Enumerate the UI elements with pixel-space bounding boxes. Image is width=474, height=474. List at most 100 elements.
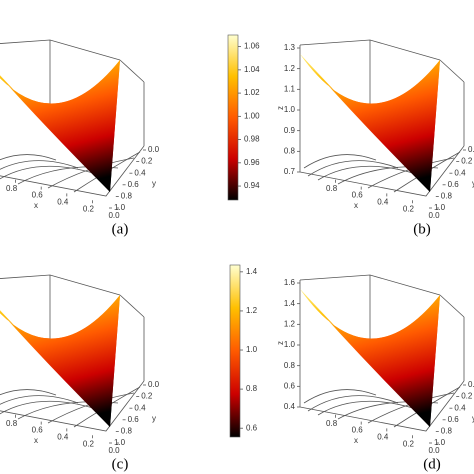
colorbar	[229, 264, 241, 438]
z-tick-label: 0.8	[284, 361, 296, 370]
panel-caption: (d)	[423, 456, 441, 472]
z-tick-label: 1.0	[284, 340, 296, 349]
z-tick-label: 0.8	[284, 146, 296, 155]
x-tick-label: 0.0	[428, 446, 440, 455]
box-edge	[119, 294, 145, 318]
x-tick-label: 0.6	[352, 191, 364, 200]
x-tick-label: 0.2	[403, 439, 415, 448]
y-tick-label: 0.4	[134, 168, 146, 177]
y-tick-label: 1.0	[114, 203, 126, 212]
y-tick-label: 1.0	[114, 438, 126, 447]
contour	[0, 389, 57, 396]
x-tick-label: 0.8	[326, 184, 338, 193]
contour	[303, 389, 377, 404]
colorbar-tick-label: 0.8	[246, 384, 258, 393]
box-edge	[0, 39, 121, 61]
colorbar-tick-label: 1.02	[244, 88, 260, 97]
x-axis-label: x	[34, 436, 38, 445]
y-tick-label: 0.4	[454, 403, 466, 412]
x-tick-label: 0.2	[403, 204, 415, 213]
y-tick-label: 0.6	[448, 180, 460, 189]
panel-caption: (a)	[112, 221, 129, 237]
x-tick-label: 0.0	[428, 211, 440, 220]
panel: 0.8 0.6 0.4 0.2 0.0 x 0.0 0.2 0.4 0.6 0.8 1.0 y 0.7 0.…	[276, 39, 474, 220]
colorbar-tick-label: 1.2	[246, 306, 258, 315]
colorbar-tick-label: 0.98	[244, 135, 260, 144]
z-tick-label: 1.1	[284, 84, 296, 93]
z-tick-label: 0.9	[284, 126, 296, 135]
surface-front	[0, 60, 120, 192]
box-edge	[0, 145, 145, 197]
contour	[317, 400, 417, 416]
panel: 0.8 0.6 0.4 0.2 0.0 x 0.0 0.2 0.4 0.6 0.8 1.0 y 0.4 0.…	[276, 274, 474, 455]
contour	[307, 395, 399, 412]
contour	[317, 165, 417, 181]
z-tick-label: 0.7	[284, 167, 296, 176]
x-tick-label: 0.2	[83, 439, 95, 448]
x-tick-label: 0.6	[32, 426, 44, 435]
panel-caption: (b)	[413, 221, 431, 237]
x-tick-label: 0.0	[108, 446, 120, 455]
colorbar-tick-label: 1.00	[244, 111, 260, 120]
box-edge	[0, 380, 145, 432]
z-tick-label: 1.3	[284, 43, 296, 52]
box-edge	[299, 145, 465, 197]
y-tick-label: 0.4	[134, 403, 146, 412]
x-tick-label: 0.2	[83, 204, 95, 213]
x-tick-label: 0.4	[377, 433, 389, 442]
y-tick-label: 0.6	[128, 415, 140, 424]
box-edge	[0, 274, 121, 296]
surface-front	[300, 54, 440, 192]
y-tick-label: 0.4	[454, 168, 466, 177]
colorbar-tick-label: 1.4	[246, 267, 258, 276]
z-tick-label: 1.2	[284, 319, 296, 328]
y-axis-label: y	[472, 414, 474, 423]
z-tick-label: 0.6	[284, 381, 296, 390]
box-edge	[439, 59, 465, 83]
y-tick-label: 0.8	[121, 192, 133, 201]
box-edge	[299, 380, 465, 432]
x-tick-label: 0.4	[57, 198, 69, 207]
x-axis-label: x	[354, 201, 358, 210]
y-tick-label: 0.8	[121, 427, 133, 436]
x-axis-label: x	[354, 436, 358, 445]
contour	[0, 165, 97, 180]
x-tick-label: 0.4	[377, 198, 389, 207]
box-edge	[119, 59, 145, 83]
contour	[307, 160, 399, 177]
y-tick-label: 0.8	[441, 192, 453, 201]
panel-caption: (c)	[112, 456, 129, 472]
x-tick-label: 0.8	[6, 184, 18, 193]
y-tick-label: 0.0	[468, 380, 474, 389]
y-tick-label: 0.0	[148, 380, 160, 389]
y-axis-label: y	[472, 179, 474, 188]
z-tick-label: 0.4	[284, 402, 296, 411]
surface-front	[300, 289, 440, 427]
y-tick-label: 0.0	[468, 145, 474, 154]
z-tick-label: 1.0	[284, 105, 296, 114]
y-tick-label: 0.6	[448, 415, 460, 424]
colorbar-tick-label: 0.94	[244, 181, 260, 190]
colorbar-tick-label: 1.0	[246, 345, 258, 354]
y-tick-label: 0.2	[141, 157, 153, 166]
x-axis-label: x	[34, 201, 38, 210]
contour	[0, 154, 57, 161]
contour	[0, 400, 97, 415]
y-tick-label: 0.2	[461, 392, 473, 401]
y-tick-label: 0.2	[461, 157, 473, 166]
y-axis-label: y	[152, 179, 156, 188]
x-tick-label: 0.8	[326, 419, 338, 428]
y-axis-label: y	[152, 414, 156, 423]
contour	[0, 395, 79, 405]
colorbar-tick-label: 1.04	[244, 65, 260, 74]
box-edge	[439, 294, 465, 318]
z-tick-label: 1.2	[284, 64, 296, 73]
contour	[303, 154, 377, 169]
colorbar-tick-label: 1.06	[244, 42, 260, 51]
z-axis-label: z	[276, 106, 285, 110]
panel: 0.8 0.6 0.4 0.2 0.0 x 0.0 0.2 0.4 0.6 0.8 1.0 y	[0, 39, 160, 220]
y-tick-label: 1.0	[434, 438, 446, 447]
colorbar	[227, 34, 239, 201]
y-tick-label: 0.0	[148, 145, 160, 154]
